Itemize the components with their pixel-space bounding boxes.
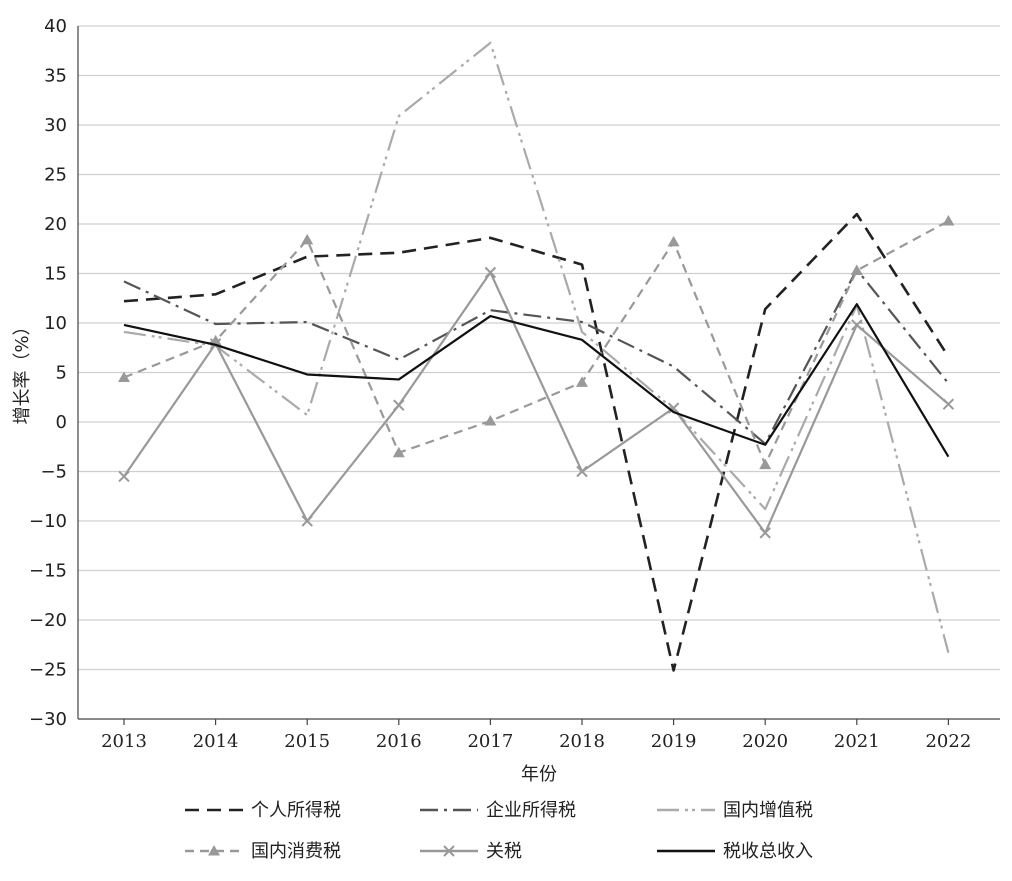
series-domestic-vat	[123, 41, 950, 653]
legend-item-consumption-tax: 国内消费税	[185, 841, 341, 862]
consumption-tax-marker-triangle	[667, 235, 680, 247]
x-tick-label: 2015	[284, 731, 330, 752]
line-total-tax-revenue	[123, 303, 950, 458]
legend-label-total-tax-revenue: 税收总收入	[723, 841, 813, 862]
y-tick-label: −30	[29, 709, 67, 730]
legend-label-customs-duty: 关税	[486, 841, 522, 862]
y-tick-label: −15	[29, 561, 67, 582]
line-customs-duty	[123, 271, 950, 534]
y-tick-label: 35	[44, 66, 67, 87]
consumption-tax-marker-triangle	[576, 376, 588, 387]
y-tick-label: 5	[56, 363, 67, 384]
y-tick-label: −20	[29, 610, 67, 631]
y-tick-label: 25	[44, 165, 67, 186]
y-tick-label: −25	[29, 660, 67, 681]
y-tick-label: 15	[44, 264, 67, 285]
legend-consumption-tax-marker-triangle	[208, 845, 220, 856]
gridlines	[78, 25, 1000, 671]
x-tick-label: 2018	[559, 731, 605, 752]
series-personal-income-tax	[123, 212, 950, 672]
legend-item-domestic-vat: 国内增值税	[657, 800, 813, 821]
line-domestic-vat	[123, 41, 950, 653]
y-tick-label: 40	[44, 16, 67, 37]
legend-label-domestic-vat: 国内增值税	[723, 800, 813, 821]
line-consumption-tax	[123, 220, 949, 466]
consumption-tax-marker-triangle	[942, 215, 955, 226]
consumption-tax-marker-triangle	[484, 415, 497, 426]
customs-duty-marker-x	[759, 527, 771, 539]
legend-item-customs-duty: 关税	[420, 841, 522, 862]
y-tick-label: −5	[40, 462, 67, 483]
y-tick-label: 30	[44, 115, 67, 136]
y-tick-label: 10	[44, 313, 67, 334]
y-tick-label: 20	[44, 214, 67, 235]
x-tick-label: 2013	[101, 731, 147, 752]
y-axis-title: 增长率（%）	[12, 317, 33, 424]
x-tick-label: 2014	[193, 731, 239, 752]
x-tick-label: 2016	[376, 731, 422, 752]
line-personal-income-tax	[123, 212, 950, 672]
customs-duty-marker-x	[942, 398, 955, 410]
x-axis-title: 年份	[521, 764, 557, 785]
x-tick-label: 2020	[742, 731, 788, 752]
series-total-tax-revenue	[123, 303, 950, 458]
customs-duty-marker-x	[576, 465, 588, 478]
customs-duty-marker-x	[667, 402, 680, 414]
x-tick-label: 2022	[925, 731, 971, 752]
legend-item-total-tax-revenue: 税收总收入	[657, 841, 813, 862]
legend-item-personal-income-tax: 个人所得税	[185, 800, 341, 821]
consumption-tax-marker-triangle	[392, 446, 405, 458]
legend-label-personal-income-tax: 个人所得税	[251, 800, 341, 821]
customs-duty-marker-x	[851, 319, 863, 331]
series-group	[118, 41, 955, 672]
y-tick-label: −10	[29, 511, 67, 532]
x-tick-label: 2021	[834, 731, 880, 752]
legend-label-consumption-tax: 国内消费税	[251, 841, 341, 862]
customs-duty-marker-x	[484, 266, 497, 279]
customs-duty-marker-x	[118, 470, 130, 483]
axes	[77, 26, 1000, 725]
consumption-tax-marker-triangle	[759, 458, 772, 470]
customs-duty-marker-x	[301, 515, 313, 527]
legend-item-corporate-income-tax: 企业所得税	[420, 800, 576, 821]
series-corporate-income-tax	[123, 268, 950, 445]
x-tick-labels: 2013 2014 2015 2016 2017 2018 2019 2020 2021 2022	[101, 731, 971, 752]
y-tick-labels: 40 35 30 25 20 15 10 5 0 −5 −10 −15 −20 −25 −30	[29, 16, 67, 730]
customs-duty-marker-x	[393, 399, 405, 411]
consumption-tax-marker-triangle	[118, 371, 130, 382]
series-consumption-tax	[118, 215, 955, 470]
x-tick-label: 2019	[651, 731, 697, 752]
consumption-tax-marker-triangle	[209, 334, 222, 346]
line-corporate-income-tax	[123, 268, 950, 445]
y-tick-label: 0	[56, 412, 67, 433]
x-tick-label: 2017	[467, 731, 513, 752]
series-customs-duty	[118, 266, 955, 539]
consumption-tax-marker-triangle	[301, 233, 314, 245]
legend-label-corporate-income-tax: 企业所得税	[486, 800, 576, 821]
legend-customs-duty-marker-x	[443, 845, 455, 857]
consumption-tax-marker-triangle	[850, 264, 863, 276]
